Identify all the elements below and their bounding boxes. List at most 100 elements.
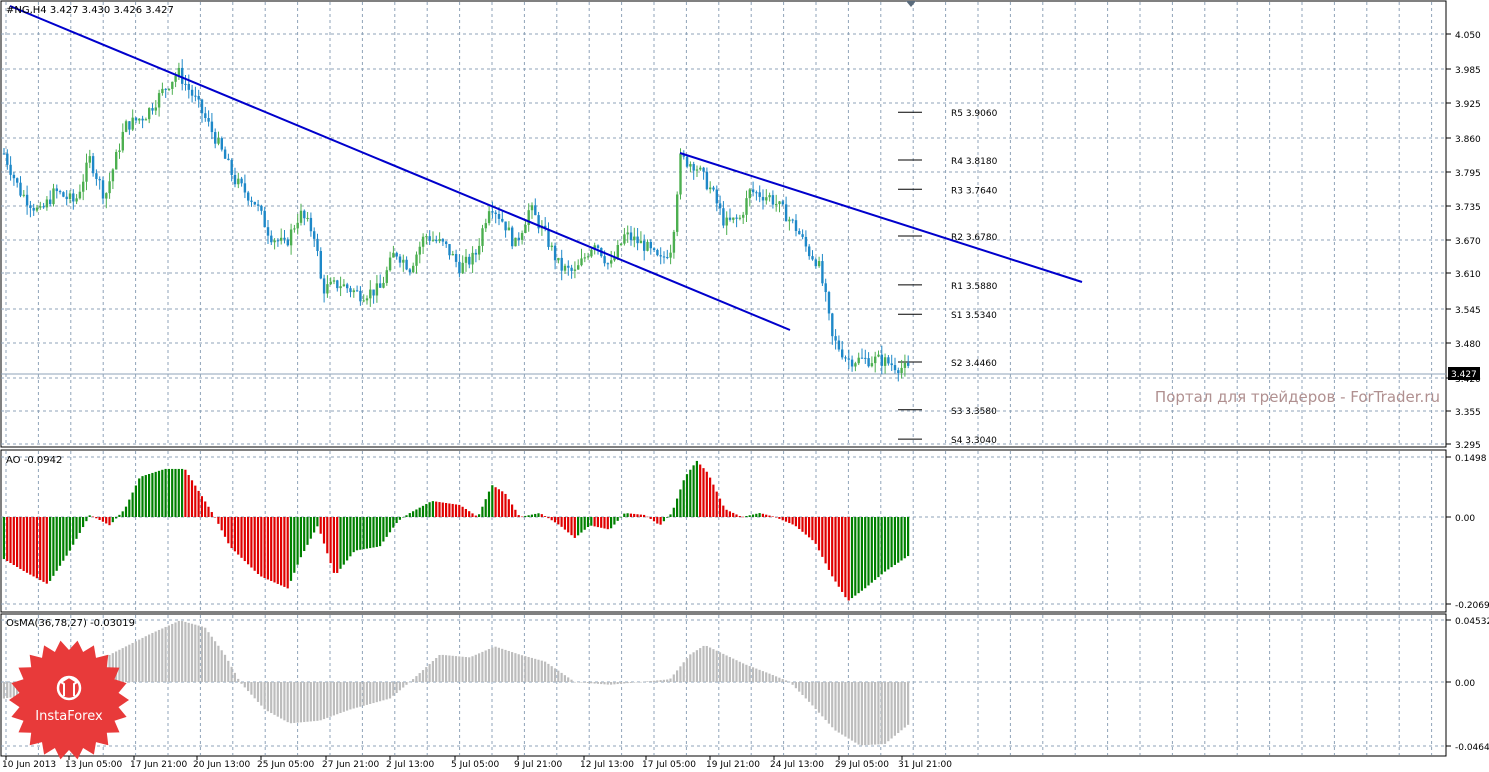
osma-bar <box>164 626 167 682</box>
osma-bar <box>375 682 378 703</box>
candle-body <box>296 222 299 229</box>
ao-bar <box>448 503 451 517</box>
instaforex-logo[interactable]: InstaForex <box>9 640 129 760</box>
candle-body <box>590 249 593 257</box>
candle-body <box>583 257 586 259</box>
osma-bar <box>570 679 573 682</box>
candle-body <box>45 199 49 208</box>
osma-bar <box>709 647 712 682</box>
ao-panel[interactable] <box>0 449 1447 613</box>
ao-bar <box>454 504 458 517</box>
candle-body <box>138 118 141 121</box>
price-label: 3.545 <box>1455 306 1481 316</box>
ao-bar <box>478 514 481 517</box>
osma-bar <box>464 657 467 682</box>
candle-body <box>115 152 118 170</box>
ao-bar <box>19 517 22 569</box>
candle-body <box>151 108 154 111</box>
candle-body <box>817 261 821 267</box>
ao-bar <box>200 496 203 517</box>
candle-body <box>174 75 177 82</box>
ao-bar <box>349 517 352 557</box>
candle-body <box>458 261 461 274</box>
candle-body <box>167 88 171 90</box>
candle-body <box>695 169 699 171</box>
ao-bar <box>273 517 276 583</box>
ao-bar <box>867 517 870 586</box>
osma-bar <box>530 657 533 682</box>
price-label: 3.735 <box>1455 203 1481 213</box>
osma-bar <box>652 680 656 682</box>
candle-body <box>633 236 636 241</box>
ao-bar <box>577 517 580 536</box>
ao-bar <box>837 517 840 587</box>
osma-bar <box>286 682 289 723</box>
ao-bar <box>2 517 5 560</box>
candle-body <box>359 290 362 302</box>
ao-bar <box>821 517 824 557</box>
candle-body <box>68 193 72 200</box>
osma-bar <box>9 682 12 698</box>
candle-body <box>824 283 827 293</box>
ao-bar <box>501 491 504 517</box>
candle-body <box>765 197 768 201</box>
osma-bar <box>883 682 887 744</box>
candle-body <box>841 349 844 358</box>
candle-body <box>471 252 474 265</box>
candle-body <box>270 235 273 243</box>
osma-bar <box>742 663 745 682</box>
ao-bar <box>65 517 68 556</box>
candle-body <box>560 257 563 271</box>
osma-bar <box>715 650 718 682</box>
osma-bar <box>200 626 203 682</box>
ao-bar <box>817 517 821 551</box>
candle-body <box>55 188 58 192</box>
candle-body <box>88 156 91 163</box>
candle-body <box>659 255 662 257</box>
ao-bar <box>507 499 510 517</box>
osma-bar <box>804 682 807 699</box>
candle-body <box>121 131 124 151</box>
candle-body <box>481 228 484 246</box>
trendline-channel[interactable] <box>679 152 1083 283</box>
osma-bar <box>593 682 596 684</box>
ao-bar <box>382 517 385 542</box>
osma-bar <box>870 682 873 745</box>
ao-bar <box>633 513 636 517</box>
candle-body <box>844 357 847 359</box>
osma-bar <box>355 682 359 708</box>
osma-bar <box>121 648 124 682</box>
osma-bar <box>636 682 639 683</box>
osma-panel[interactable] <box>0 613 1447 757</box>
osma-bar <box>669 678 672 682</box>
osma-bar <box>184 621 187 682</box>
candle-body <box>9 164 12 175</box>
pivot-label: S4 3.3040 <box>951 436 997 446</box>
osma-bar <box>306 682 309 722</box>
osma-bar <box>237 678 240 682</box>
candle-body <box>161 88 164 94</box>
ao-bar <box>240 517 243 558</box>
candle-body <box>256 204 260 206</box>
osma-bar <box>583 682 586 683</box>
osma-bar <box>722 653 725 682</box>
candle-body <box>656 249 659 256</box>
ao-bar <box>880 517 883 575</box>
trendline-upper[interactable] <box>9 5 791 331</box>
ao-bar <box>322 517 326 544</box>
osma-bar <box>771 674 774 682</box>
osma-bar <box>461 656 464 682</box>
candle-body <box>49 199 52 205</box>
candle-body <box>755 192 758 194</box>
osma-bar <box>560 672 563 682</box>
scroll-marker-icon[interactable] <box>906 1 916 7</box>
osma-bar <box>517 654 520 682</box>
candle-body <box>520 232 524 240</box>
ao-bar <box>25 517 29 573</box>
price-label: 3.985 <box>1455 66 1481 76</box>
ao-bar <box>128 499 131 517</box>
ao-bar <box>108 517 111 526</box>
osma-bar <box>2 682 5 699</box>
osma-bar <box>596 682 599 684</box>
